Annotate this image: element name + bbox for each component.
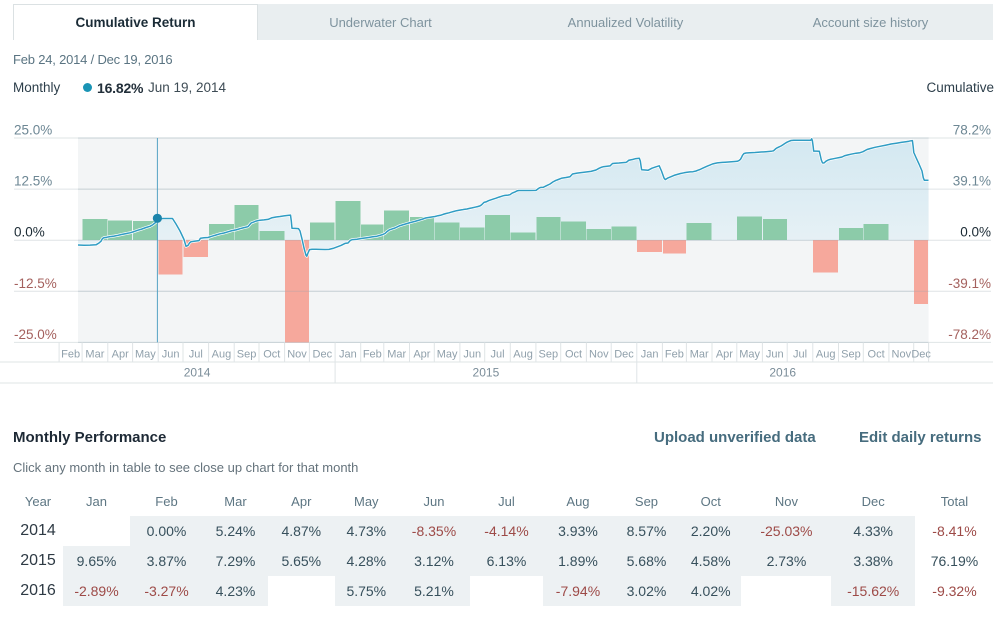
svg-text:May: May <box>437 349 458 361</box>
svg-text:Aug: Aug <box>212 349 232 361</box>
svg-text:25.0%: 25.0% <box>14 123 52 138</box>
svg-text:-39.1%: -39.1% <box>948 276 991 291</box>
svg-text:Nov: Nov <box>287 349 307 361</box>
svg-text:-12.5%: -12.5% <box>14 276 57 291</box>
svg-text:78.2%: 78.2% <box>953 123 991 138</box>
svg-text:May: May <box>739 349 760 361</box>
svg-text:Jul: Jul <box>189 349 203 361</box>
svg-text:Apr: Apr <box>716 349 733 361</box>
svg-text:Apr: Apr <box>413 349 430 361</box>
svg-text:Oct: Oct <box>565 349 582 361</box>
svg-text:39.1%: 39.1% <box>953 174 991 189</box>
svg-text:May: May <box>135 349 156 361</box>
svg-text:Feb: Feb <box>61 349 80 361</box>
svg-text:0.0%: 0.0% <box>960 225 991 240</box>
svg-text:2016: 2016 <box>769 366 796 380</box>
svg-text:Jun: Jun <box>766 349 784 361</box>
svg-text:Nov: Nov <box>589 349 609 361</box>
svg-text:Aug: Aug <box>513 349 533 361</box>
svg-text:Jul: Jul <box>793 349 807 361</box>
svg-text:Jun: Jun <box>162 349 180 361</box>
svg-text:Jan: Jan <box>339 349 357 361</box>
svg-text:2015: 2015 <box>473 366 500 380</box>
svg-text:2014: 2014 <box>184 366 211 380</box>
svg-text:Oct: Oct <box>263 349 280 361</box>
svg-text:Jul: Jul <box>490 349 504 361</box>
svg-text:Mar: Mar <box>387 349 406 361</box>
svg-text:Sep: Sep <box>841 349 861 361</box>
svg-text:Dec: Dec <box>911 349 931 361</box>
svg-text:Mar: Mar <box>690 349 709 361</box>
svg-text:-25.0%: -25.0% <box>14 327 57 342</box>
svg-text:Dec: Dec <box>313 349 333 361</box>
svg-text:Oct: Oct <box>868 349 885 361</box>
svg-text:Feb: Feb <box>363 349 382 361</box>
svg-text:Apr: Apr <box>112 349 129 361</box>
svg-text:Jan: Jan <box>641 349 659 361</box>
svg-text:Mar: Mar <box>85 349 104 361</box>
svg-text:12.5%: 12.5% <box>14 174 52 189</box>
svg-text:Dec: Dec <box>614 349 634 361</box>
svg-text:Sep: Sep <box>539 349 559 361</box>
svg-text:Sep: Sep <box>237 349 257 361</box>
svg-text:Aug: Aug <box>816 349 836 361</box>
svg-text:Feb: Feb <box>665 349 684 361</box>
svg-text:0.0%: 0.0% <box>14 225 45 240</box>
svg-text:Nov: Nov <box>892 349 912 361</box>
svg-text:-78.2%: -78.2% <box>948 327 991 342</box>
svg-text:Jun: Jun <box>463 349 481 361</box>
